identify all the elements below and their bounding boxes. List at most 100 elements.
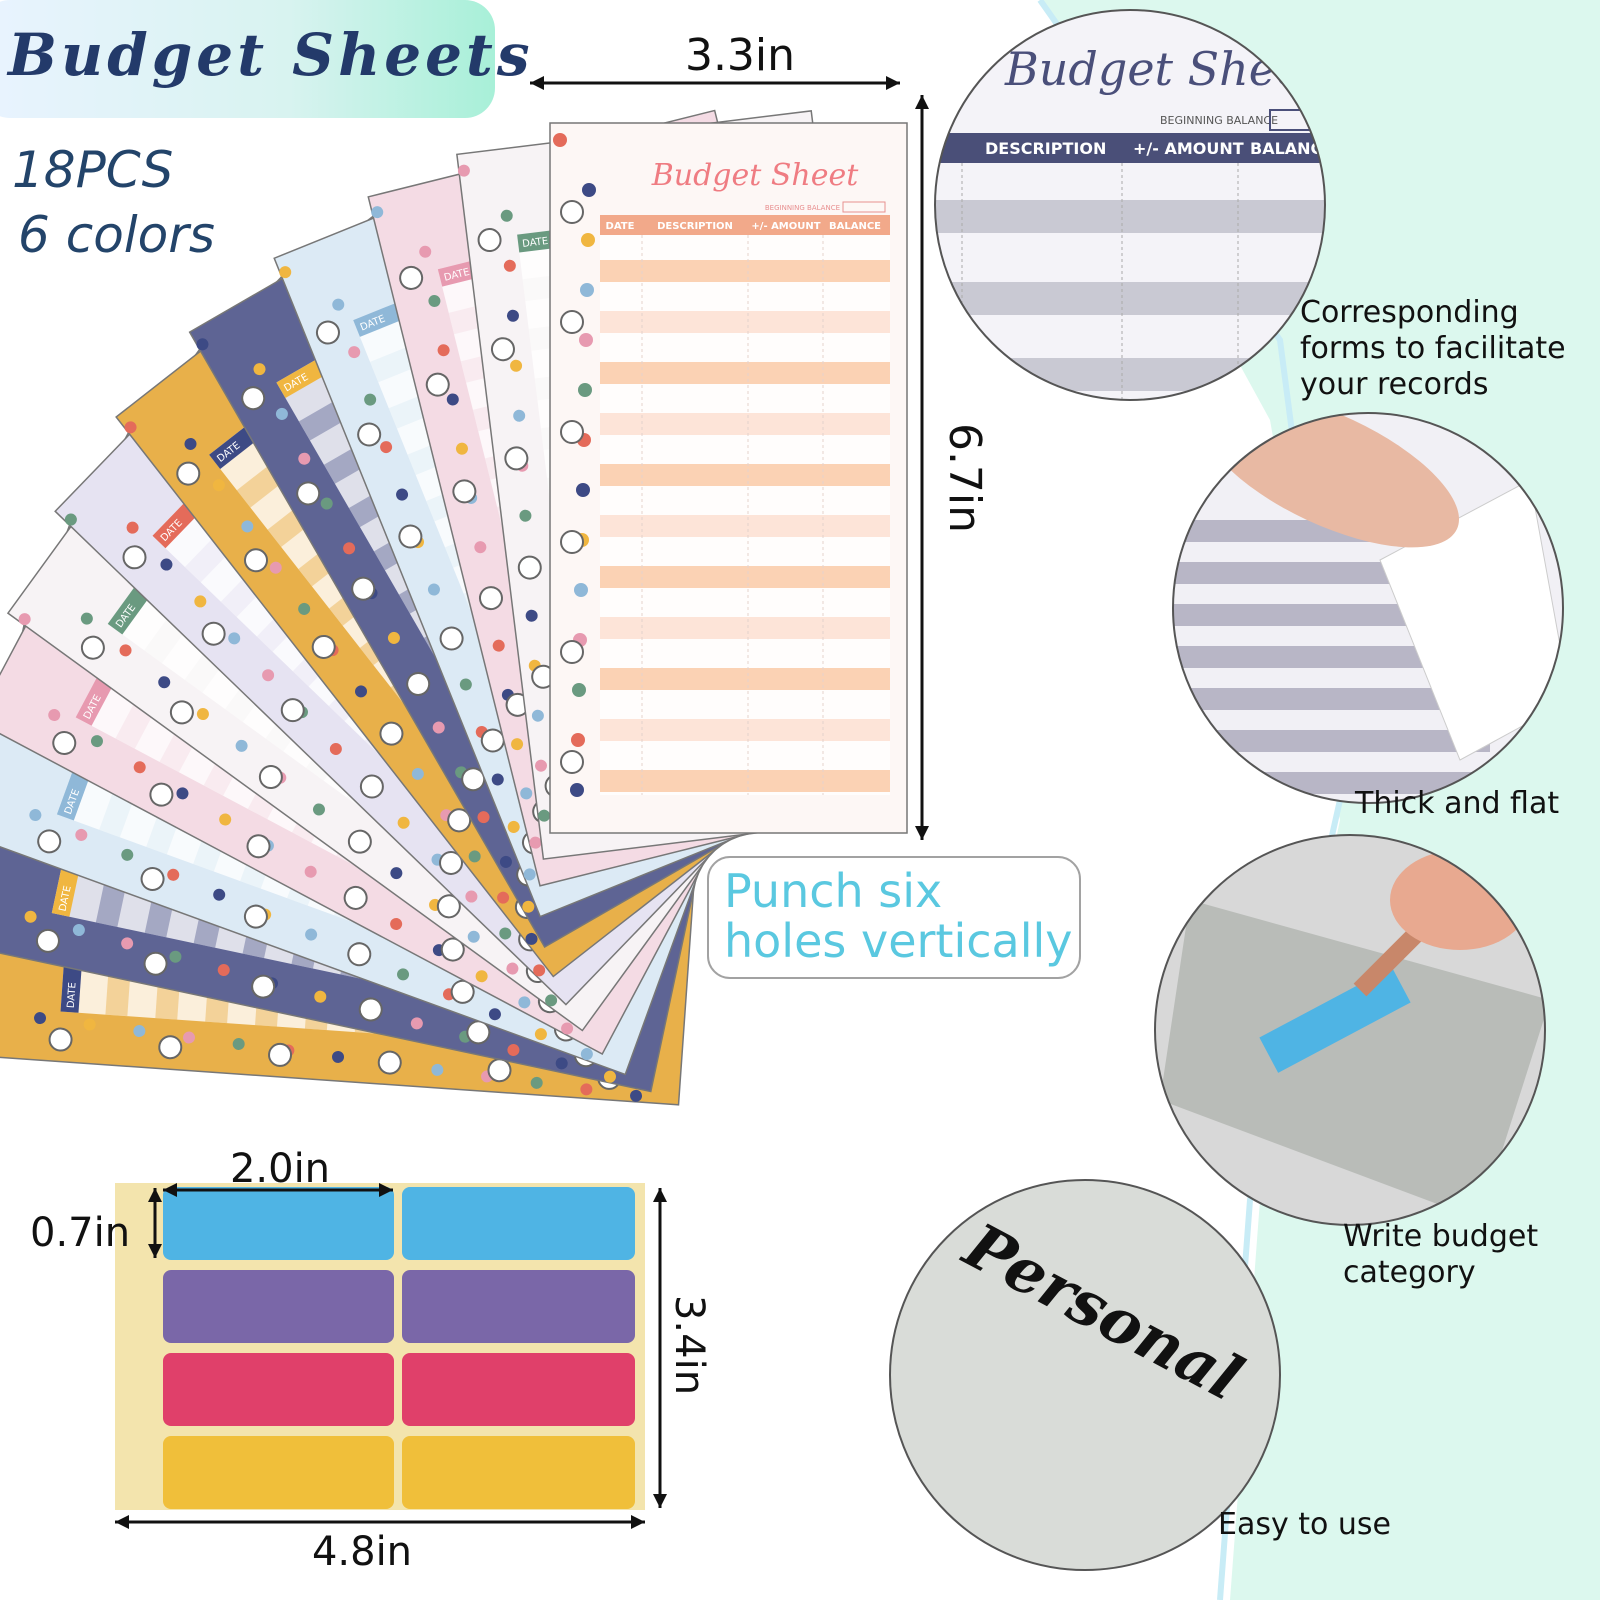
flower-dot — [523, 868, 536, 881]
date-tag — [60, 963, 82, 1013]
flower-dot — [304, 865, 317, 878]
flower-dot — [506, 309, 519, 322]
flower-dot — [219, 813, 232, 826]
colors: 6 colors — [18, 206, 215, 264]
flower-dot — [355, 685, 368, 698]
column-header: DESCRIPTION — [657, 221, 733, 232]
column-header: DATE — [606, 221, 635, 232]
sheet-title: Budget Sheet — [651, 158, 860, 193]
arrow-head — [148, 1244, 162, 1258]
flower-dot — [320, 497, 333, 510]
flower-dot — [298, 602, 311, 615]
punch-hole — [490, 337, 515, 362]
flower-dot — [235, 739, 248, 752]
flower-dot — [305, 928, 318, 941]
label-sticker — [402, 1353, 635, 1426]
flower-dot — [580, 1048, 593, 1061]
label-width: 2.0in — [230, 1146, 330, 1192]
flower-dot — [241, 520, 254, 533]
zoom-ring — [889, 1179, 1281, 1571]
flower-dot — [18, 613, 31, 626]
flower-dot — [507, 820, 520, 833]
flower-dot — [279, 266, 292, 279]
flower-dot — [411, 767, 424, 780]
flower-dot — [90, 735, 103, 748]
punch-hole — [201, 621, 226, 646]
label-sticker — [402, 1436, 635, 1509]
flower-dot — [194, 595, 207, 608]
flower-dot — [390, 867, 403, 880]
flower-dot — [371, 206, 384, 219]
flower-dot — [574, 583, 588, 597]
flower-dot — [507, 1044, 520, 1057]
flower-dot — [572, 683, 586, 697]
date-tag — [276, 358, 328, 399]
label-sticker — [163, 1436, 394, 1509]
label-sticker — [163, 1353, 394, 1426]
feature-caption: Easy to use — [1218, 1507, 1391, 1542]
punch-hole — [140, 866, 165, 891]
flower-dot — [169, 950, 182, 963]
flower-dot — [500, 209, 513, 222]
punch-hole — [560, 640, 584, 664]
flower-dot — [580, 283, 594, 297]
flower-dot — [522, 900, 535, 913]
zoom-stripe — [1173, 730, 1490, 752]
count: 18PCS — [12, 141, 173, 199]
table-stripe — [600, 719, 890, 741]
punch-hole — [477, 228, 502, 253]
header-row — [600, 215, 890, 235]
flower-dot — [518, 996, 531, 1009]
flower-dot — [419, 245, 432, 258]
flower-dot — [468, 850, 481, 863]
title-banner — [0, 0, 495, 118]
zoom-column: DESCRIPTION — [985, 139, 1106, 158]
flower-dot — [555, 1057, 568, 1070]
flower-dot — [80, 612, 93, 625]
flower-dot — [525, 932, 538, 945]
punch-hole — [439, 626, 464, 651]
sheet-width: 4.8in — [312, 1529, 412, 1575]
flower-dot — [499, 927, 512, 940]
punch-hole — [406, 671, 431, 696]
punch-box — [707, 856, 1081, 979]
flower-dot — [525, 609, 538, 622]
flower-dot — [533, 964, 546, 977]
title: Budget Sheets — [6, 21, 534, 89]
punch-hole — [359, 774, 384, 799]
flower-dot — [488, 1008, 501, 1021]
flower-dot — [530, 1076, 543, 1089]
flower-dot — [121, 937, 134, 950]
flower-dot — [545, 994, 558, 1007]
flower-dot — [582, 183, 596, 197]
table-stripe — [600, 515, 890, 537]
flower-dot — [457, 164, 470, 177]
feature-caption: Thick and flat — [1354, 786, 1559, 821]
flower-dot — [475, 970, 488, 983]
table-stripe — [600, 566, 890, 588]
feature-caption: Corresponding — [1300, 295, 1519, 330]
table-stripe — [600, 311, 890, 333]
punch-hole — [48, 1027, 73, 1052]
date-tag — [353, 302, 405, 337]
punch-hole — [377, 1050, 402, 1075]
punch-hole — [244, 548, 269, 573]
flower-dot — [431, 1063, 444, 1076]
punch-hole — [351, 576, 376, 601]
punch-hole — [311, 634, 336, 659]
flower-dot — [571, 733, 585, 747]
flower-dot — [576, 483, 590, 497]
punch-hole — [315, 320, 340, 345]
feature-caption: category — [1343, 1255, 1476, 1290]
punch-hole — [243, 904, 268, 929]
zoom-stripe — [935, 282, 1325, 315]
flower-dot — [232, 1037, 245, 1050]
flower-dot — [75, 828, 88, 841]
flower-dot — [253, 363, 266, 376]
flower-dot — [24, 910, 37, 923]
punch-hole — [347, 829, 372, 854]
flower-dot — [176, 787, 189, 800]
flower-dot — [580, 1083, 593, 1096]
flower-dot — [578, 383, 592, 397]
